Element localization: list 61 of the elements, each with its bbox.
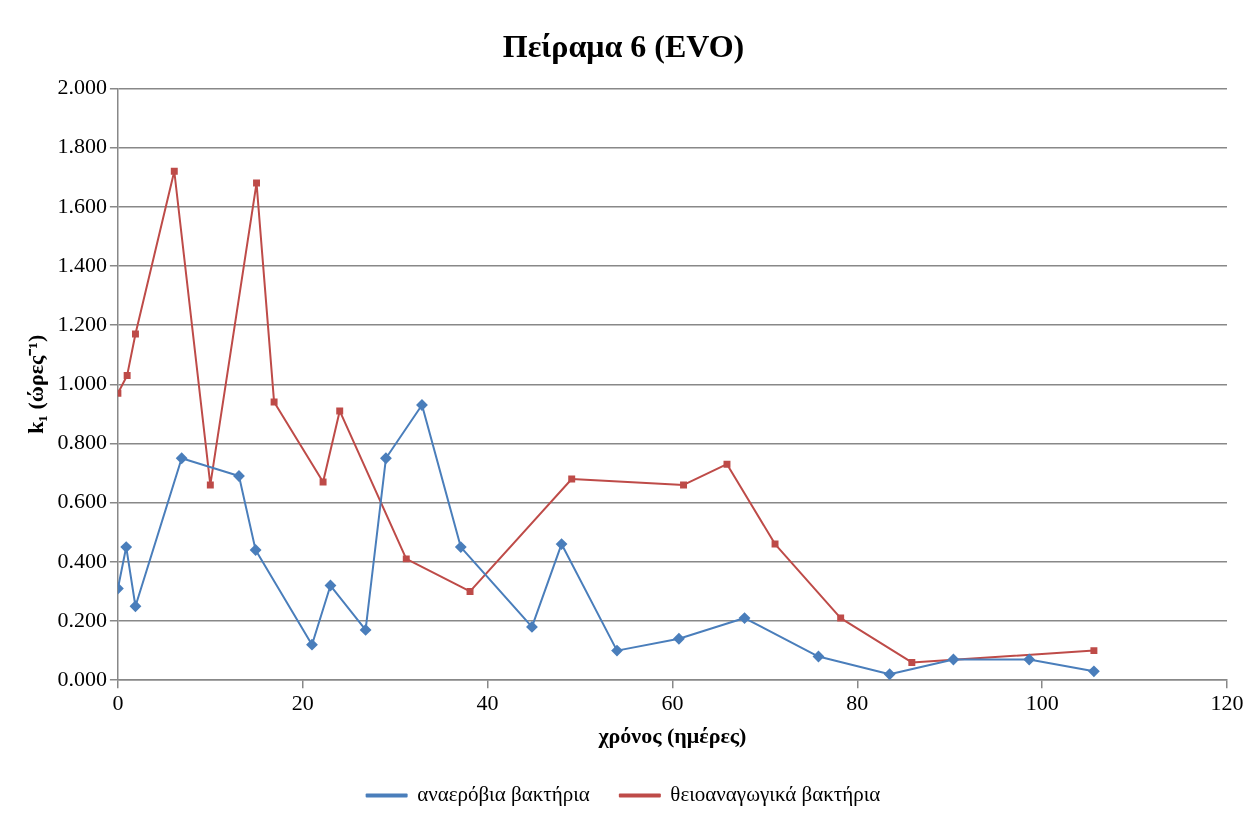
point — [253, 179, 261, 187]
legend-label: αναερόβια βακτήρια — [417, 782, 590, 807]
x-tick-label: 40 — [476, 690, 499, 716]
y-axis-title: k₁ (ώρες⁻¹) — [22, 334, 48, 434]
x-tick-label: 80 — [846, 690, 869, 716]
x-tick-label: 100 — [1025, 690, 1059, 716]
point — [884, 668, 896, 680]
point — [1088, 665, 1100, 677]
x-tick-label: 120 — [1210, 690, 1244, 716]
point — [131, 330, 139, 338]
point — [416, 399, 428, 411]
point — [306, 639, 318, 651]
point — [908, 658, 916, 666]
x-axis-title: χρόνος (ημέρες) — [597, 723, 747, 749]
y-tick-label: 1.800 — [57, 133, 107, 159]
y-tick-label: 0.000 — [57, 665, 107, 691]
y-tick-label: 1.600 — [57, 192, 107, 218]
x-tick-label: 60 — [661, 690, 684, 716]
point — [1090, 647, 1098, 655]
y-tick-label: 0.800 — [57, 429, 107, 455]
y-tick-label: 1.200 — [57, 310, 107, 336]
point — [1023, 653, 1035, 665]
y-tick-label: 0.400 — [57, 547, 107, 573]
point — [129, 600, 141, 612]
point — [526, 621, 538, 633]
chart-title: Πείραμα 6 (EVO) — [502, 28, 745, 65]
point — [771, 540, 779, 548]
point — [120, 541, 132, 553]
point — [812, 651, 824, 663]
point — [319, 478, 327, 486]
point — [170, 167, 178, 175]
y-tick-label: 0.200 — [57, 606, 107, 632]
point — [568, 475, 576, 483]
point — [250, 544, 262, 556]
point — [466, 587, 474, 595]
x-tick-label: 0 — [112, 690, 124, 716]
point — [360, 624, 372, 636]
y-tick-label: 2.000 — [57, 74, 107, 100]
y-tick-label: 1.000 — [57, 370, 107, 396]
point — [673, 633, 685, 645]
point — [402, 555, 410, 563]
point — [206, 481, 214, 489]
y-tick-label: 1.400 — [57, 251, 107, 277]
point — [233, 470, 245, 482]
point — [455, 541, 467, 553]
point — [680, 481, 688, 489]
point — [270, 398, 278, 406]
point — [947, 653, 959, 665]
point — [176, 452, 188, 464]
point — [723, 460, 731, 468]
x-tick-label: 20 — [291, 690, 314, 716]
point — [556, 538, 568, 550]
point — [123, 371, 131, 379]
point — [324, 580, 336, 592]
point — [380, 452, 392, 464]
point — [837, 614, 845, 622]
point — [611, 645, 623, 657]
point — [739, 612, 751, 624]
point — [336, 407, 344, 415]
y-tick-label: 0.600 — [57, 488, 107, 514]
legend-label: θειοαναγωγικά βακτήρια — [670, 782, 881, 807]
